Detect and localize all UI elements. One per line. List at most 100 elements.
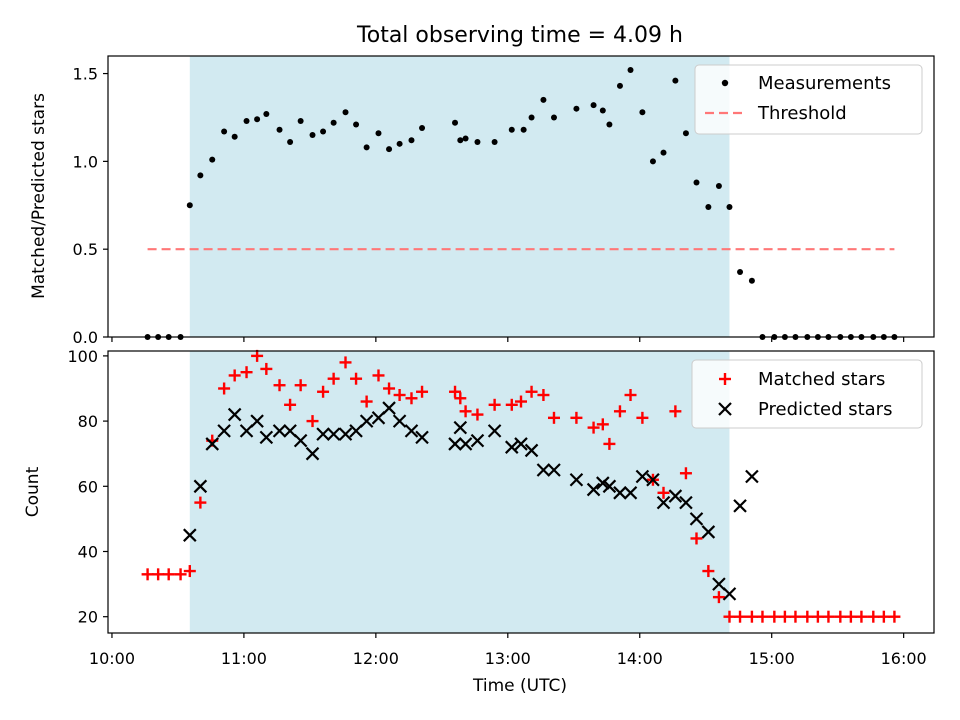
y-tick-label: 0.0 [73, 328, 98, 347]
matched-star-point [174, 568, 187, 581]
predicted-star-point [453, 420, 468, 435]
measurement-point [254, 116, 261, 123]
predicted-star-point [487, 424, 502, 438]
bottom-y-axis-label: Count [23, 466, 43, 517]
matched-star-point [194, 496, 207, 509]
predicted-star-point [701, 525, 716, 539]
measurement-point [342, 109, 349, 116]
matched-star-point [603, 437, 616, 450]
top-y-axis-label: Matched/Predicted stars [29, 93, 49, 299]
matched-star-point [613, 405, 626, 418]
matched-star-point [471, 408, 484, 421]
predicted-star-point [623, 486, 638, 500]
x-tick-label: 12:00 [353, 649, 399, 668]
predicted-star-point [205, 437, 220, 451]
matched-star-point [679, 467, 692, 480]
matched-star-point [183, 565, 196, 578]
measurement-point [363, 144, 370, 151]
matched-star-point [454, 392, 467, 405]
legend-predicted-marker [718, 402, 732, 416]
matched-star-point [596, 418, 609, 431]
measurement-point [726, 204, 733, 211]
predicted-star-point [458, 437, 473, 451]
x-tick-label: 10:00 [89, 649, 135, 668]
predicted-star-point [259, 430, 274, 445]
matched-star-point [834, 610, 847, 623]
predicted-star-point [239, 424, 254, 438]
matched-star-point [162, 568, 175, 581]
predicted-star-point [316, 427, 330, 441]
measurement-point [660, 149, 667, 156]
measurement-point [540, 96, 547, 103]
matched-star-point [505, 398, 518, 411]
matched-star-point [768, 610, 781, 623]
predicted-star-point [382, 401, 396, 415]
matched-star-point [360, 395, 373, 408]
matched-star-point [624, 389, 637, 402]
predicted-star-point [679, 495, 693, 510]
matched-star-point [636, 411, 649, 424]
measurement-point [737, 269, 744, 276]
measurement-point [330, 119, 337, 126]
matched-star-point [690, 532, 703, 545]
matched-star-point [260, 362, 273, 375]
predicted-star-point [536, 463, 551, 477]
matched-star-point [515, 395, 527, 408]
x-tick-label: 14:00 [617, 649, 663, 668]
measurement-point [396, 140, 403, 147]
matched-star-point [449, 385, 462, 398]
matched-star-point [317, 385, 330, 398]
matched-star-point [822, 610, 835, 623]
measurement-point [616, 82, 623, 89]
matched-star-point [327, 372, 340, 385]
matched-star-point [339, 356, 352, 369]
measurement-point [209, 156, 216, 163]
predicted-star-point [359, 414, 374, 428]
bottom-panel-frame [107, 350, 935, 634]
matched-star-point [284, 398, 297, 411]
measurement-point [705, 204, 712, 211]
predicted-star-point [193, 479, 208, 494]
measurement-point [452, 119, 459, 126]
matched-star-point [844, 610, 857, 623]
matched-star-point [218, 382, 231, 395]
matched-star-point [228, 369, 241, 382]
measurement-point [550, 114, 557, 121]
measurement-point [520, 126, 527, 133]
predicted-star-point [183, 528, 197, 542]
y-tick-label: 60 [78, 477, 98, 496]
predicted-star-point [293, 433, 308, 448]
legend-matched-marker [719, 373, 731, 385]
x-axis: 10:00 11:00 12:00 13:00 14:00 15:00 16:00 [89, 633, 927, 668]
measurement-point [528, 114, 535, 121]
bottom-y-axis: 20 40 60 80 100 [67, 347, 108, 627]
matched-star-point [877, 610, 890, 623]
measurement-points [144, 67, 898, 340]
matched-star-point [383, 382, 396, 395]
predicted-star-point [227, 407, 242, 422]
predicted-star-point [250, 414, 264, 428]
measurement-point [573, 105, 580, 112]
predicted-star-point [392, 414, 407, 428]
measurement-point [748, 277, 755, 284]
predicted-star-point [646, 472, 660, 487]
x-axis-label: Time (UTC) [472, 676, 567, 696]
measurement-point [221, 128, 228, 135]
matched-star-point [712, 591, 725, 604]
measurement-point [508, 126, 515, 133]
measurement-point [682, 130, 689, 137]
y-tick-label: 20 [78, 608, 98, 627]
top-y-axis: 0.0 0.5 1.0 1.5 [73, 65, 108, 347]
predicted-star-point [722, 587, 737, 601]
matched-star-point [756, 610, 769, 623]
predicted-star-point [415, 430, 429, 445]
measurement-point [419, 125, 426, 132]
legend-threshold-label: Threshold [757, 103, 847, 124]
matched-star-point [855, 610, 868, 623]
predicted-star-point [470, 433, 485, 448]
top-observing-window [189, 56, 730, 337]
legend-measurements-marker [721, 79, 729, 87]
predicted-star-point [305, 446, 320, 461]
predicted-star-point [371, 411, 386, 425]
matched-star-point [459, 405, 472, 418]
